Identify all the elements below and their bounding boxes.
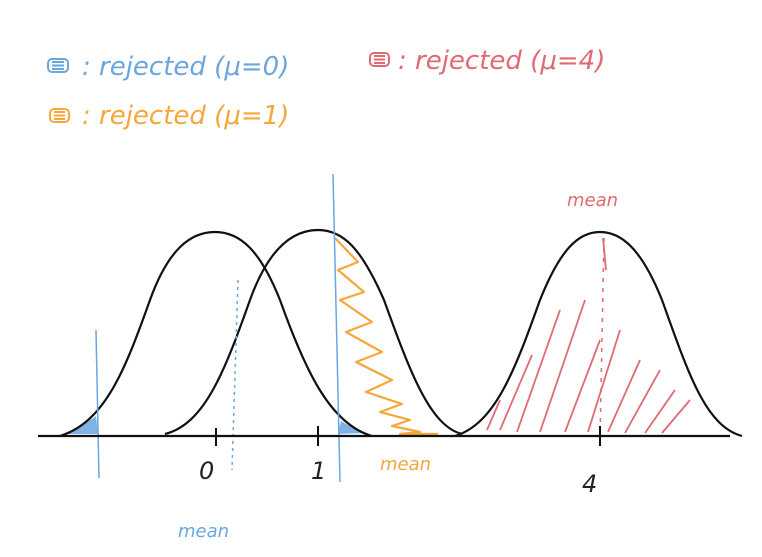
critical-lines [95, 173, 341, 483]
mean-line-mu4 [599, 237, 605, 441]
legend-item-mu4: : rejected (μ=4) [369, 46, 605, 76]
tick-label-1: 1 [311, 457, 326, 485]
swatch-icon [49, 108, 70, 123]
mean-label-mu4: mean [567, 190, 618, 211]
tick-label-4: 4 [582, 470, 597, 498]
x-axis: 0 1 4 [38, 426, 730, 498]
legend-label-mu0: : rejected (μ=0) [82, 52, 289, 82]
swatch-icon [369, 52, 390, 67]
curve-mu1 [164, 228, 463, 436]
legend-item-mu0: : rejected (μ=0) [47, 52, 289, 82]
rejection-region-left-tail [62, 416, 98, 434]
curve-mu0 [59, 230, 373, 438]
tick-label-0: 0 [199, 457, 214, 485]
legend-label-mu1: : rejected (μ=1) [82, 101, 289, 131]
swatch-fill [52, 61, 64, 70]
swatch-fill [374, 55, 385, 64]
curve-mu4 [454, 230, 743, 438]
swatch-icon [47, 58, 69, 73]
mean-line-mu0 [231, 279, 239, 471]
legend-item-mu1: : rejected (μ=1) [49, 101, 289, 131]
rejection-region-mu4 [486, 237, 691, 434]
critical-line-right [332, 173, 341, 483]
rejection-region-mu1 [334, 237, 438, 436]
legend: : rejected (μ=0) : rejected (μ=4) : reje… [47, 46, 605, 131]
legend-label-mu4: : rejected (μ=4) [398, 46, 605, 76]
distribution-curves [59, 228, 743, 438]
mean-label-mu1: mean [380, 454, 431, 475]
critical-line-left [95, 329, 100, 479]
swatch-fill [54, 111, 65, 120]
mean-label-mu0: mean [178, 521, 229, 542]
